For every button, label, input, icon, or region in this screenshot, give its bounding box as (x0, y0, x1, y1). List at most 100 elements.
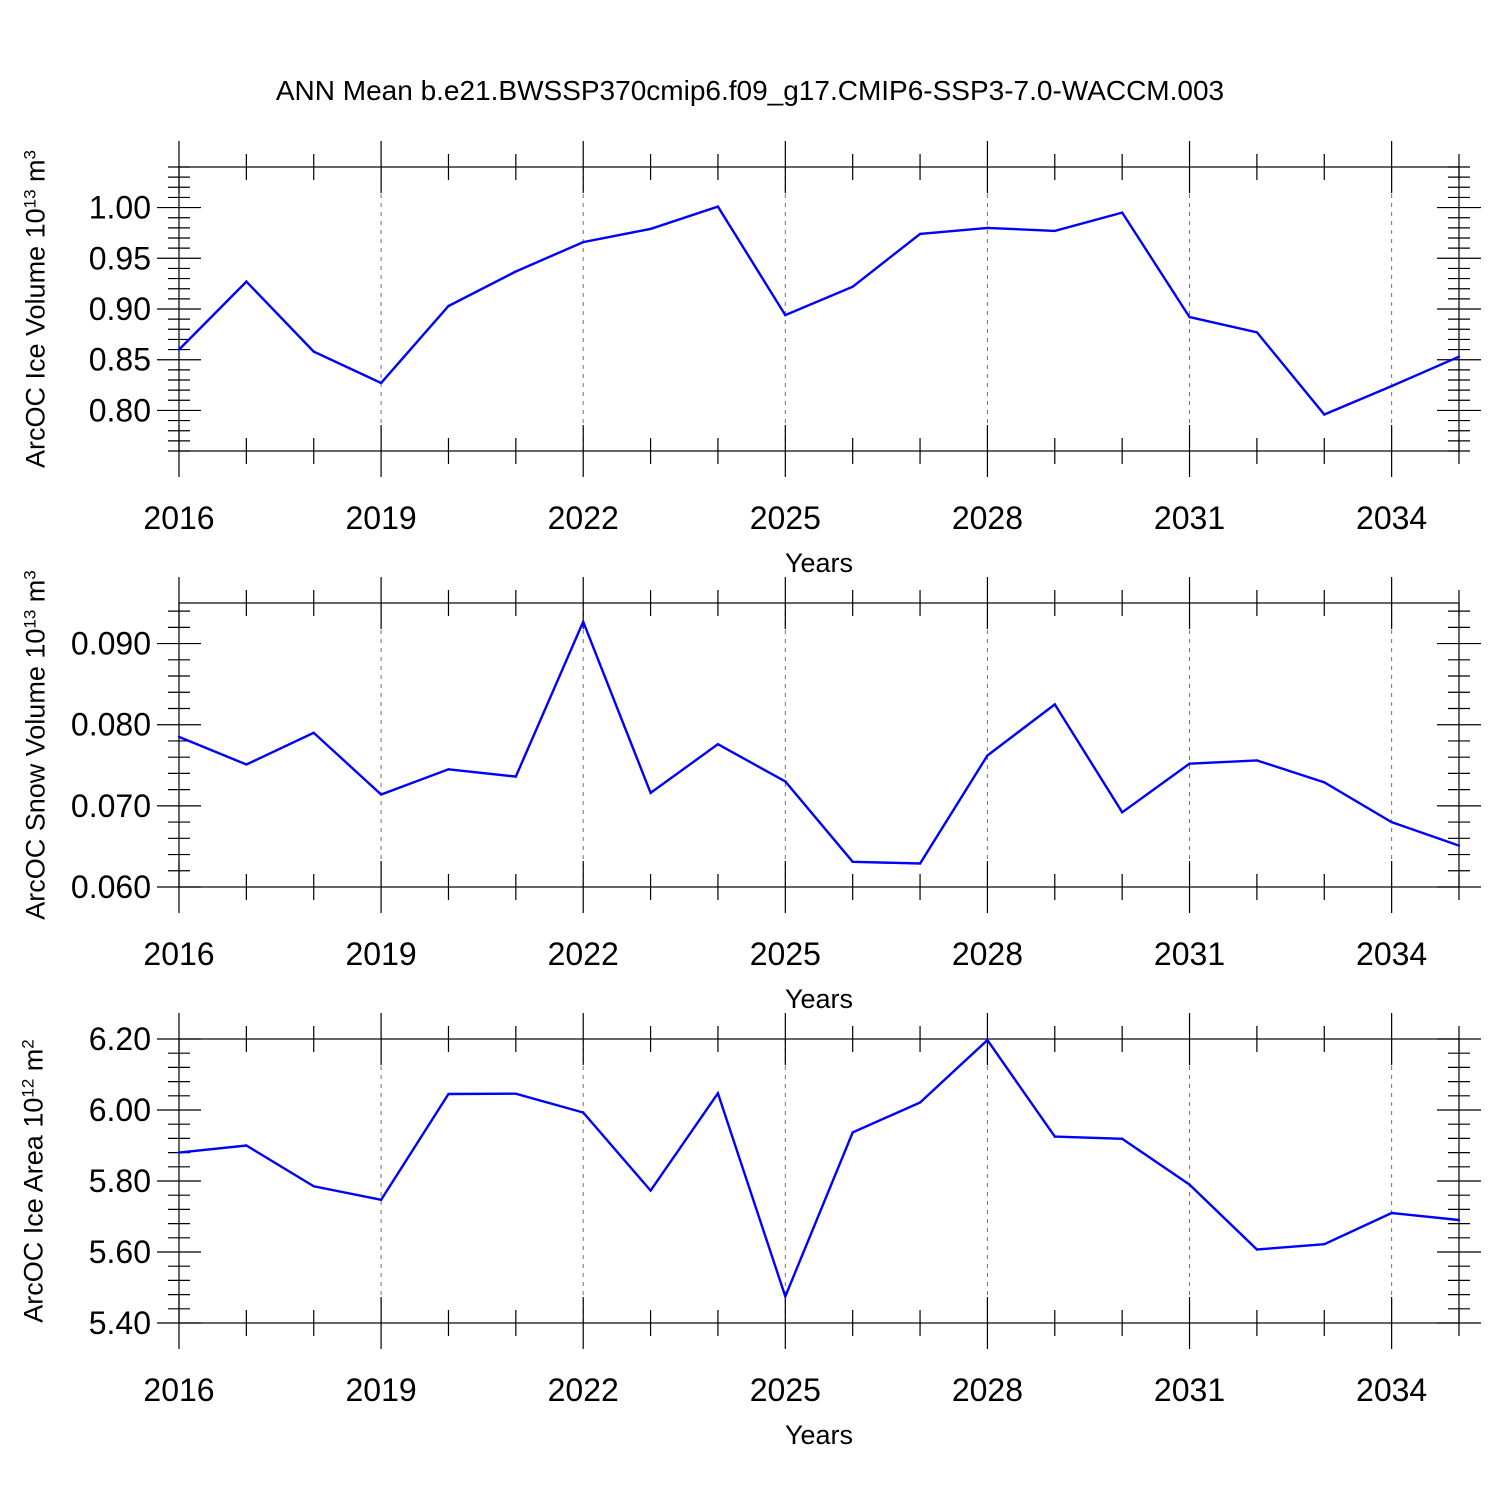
data-point-2025 (784, 313, 787, 317)
data-point-2026 (851, 860, 854, 864)
x-tick-label: 2031 (1154, 1372, 1225, 1408)
data-point-2016 (177, 1151, 181, 1154)
data-point-2030 (1120, 811, 1124, 814)
y-tick-label: 1.00 (89, 190, 151, 226)
y-tick-label: 5.60 (89, 1234, 151, 1270)
data-point-2024 (716, 742, 720, 746)
x-tick-label: 2025 (750, 1372, 821, 1408)
data-point-2022 (582, 1111, 585, 1114)
y-axis-label-ylabel-unit-exp: 3 (20, 570, 39, 579)
x-tick-label: 2034 (1356, 1372, 1427, 1408)
x-tick-label: 2031 (1154, 500, 1225, 536)
data-point-2027 (918, 862, 922, 865)
data-point-2027 (918, 1101, 922, 1104)
data-point-2019 (379, 381, 383, 385)
y-tick-label: 6.20 (89, 1021, 151, 1057)
data-point-2031 (1188, 315, 1191, 319)
data-point-2028 (986, 226, 989, 230)
data-point-2021 (514, 270, 518, 273)
plot-frame (178, 166, 1460, 452)
data-point-2027 (918, 232, 922, 236)
y-axis-label: ArcOC Ice Volume 1013 m3 (20, 150, 51, 468)
data-point-2022 (582, 240, 585, 244)
x-tick-label: 2016 (143, 1372, 214, 1408)
y-tick-label: 5.40 (89, 1305, 151, 1341)
data-point-2034 (1390, 1211, 1393, 1215)
x-tick-label: 2028 (952, 1372, 1023, 1408)
y-tick-label: 0.090 (71, 626, 151, 662)
data-point-2018 (312, 350, 315, 353)
data-point-2028 (986, 754, 989, 757)
x-tick-label: 2019 (346, 500, 417, 536)
y-axis-label-ylabel: ArcOC Ice Area 10 (18, 1098, 48, 1323)
x-tick-label: 2022 (548, 1372, 619, 1408)
y-axis-label-ylabel-unit-exp: 2 (18, 1039, 37, 1048)
data-point-2016 (177, 348, 181, 351)
data-point-2030 (1120, 211, 1124, 214)
data-point-2032 (1255, 331, 1259, 334)
data-point-2026 (851, 285, 854, 288)
data-point-2025 (784, 780, 787, 783)
data-point-2017 (245, 763, 248, 766)
data-point-2018 (312, 731, 315, 735)
data-point-2030 (1120, 1137, 1124, 1140)
y-axis-label-ylabel-exp: 12 (18, 1079, 37, 1098)
x-tick-label: 2028 (952, 500, 1023, 536)
panels: 0.80 0.85 0.90 0.95 1.00 2016 2019 2022 2025 2028… (18, 141, 1481, 1450)
y-axis-label-ylabel-unit: m (20, 580, 50, 610)
data-point-2035 (1457, 1218, 1461, 1222)
data-point-2020 (447, 304, 450, 308)
data-point-2019 (379, 1198, 383, 1202)
y-axis-label-ylabel-exp: 13 (20, 189, 39, 208)
y-tick-label: 0.80 (89, 392, 151, 428)
y-tick-label: 0.080 (71, 707, 151, 743)
data-point-2029 (1053, 229, 1056, 233)
y-axis-label-ylabel-exp: 13 (20, 610, 39, 629)
data-point-2034 (1390, 820, 1393, 824)
x-tick-label: 2019 (346, 1372, 417, 1408)
data-point-2016 (177, 735, 181, 739)
x-tick-label: 2025 (750, 936, 821, 972)
data-point-2025 (784, 1295, 787, 1298)
y-axis-label: ArcOC Snow Volume 1013 m3 (20, 570, 51, 920)
x-tick-label: 2022 (548, 500, 619, 536)
x-tick-label: 2019 (346, 936, 417, 972)
data-point-2029 (1053, 1135, 1056, 1138)
data-point-2021 (514, 775, 518, 778)
y-axis-label-ylabel-unit: m (20, 159, 50, 189)
data-point-2017 (245, 1144, 248, 1147)
panel-ice-area: 5.40 5.60 5.80 6.00 6.20 2016 2019 2022 2025 2028… (18, 1013, 1481, 1450)
data-point-2033 (1323, 781, 1326, 784)
data-point-2033 (1323, 413, 1326, 416)
data-point-2031 (1188, 762, 1191, 765)
series-line (178, 205, 1460, 416)
data-point-2035 (1457, 844, 1461, 847)
panel-ice-volume: 0.80 0.85 0.90 0.95 1.00 2016 2019 2022 2025 2028… (20, 141, 1481, 578)
data-point-2021 (514, 1092, 518, 1095)
y-tick-label: 0.85 (89, 342, 151, 378)
data-point-2033 (1323, 1242, 1326, 1246)
data-point-2024 (716, 1092, 720, 1095)
y-axis-label: ArcOC Ice Area 1012 m2 (18, 1039, 49, 1323)
x-axis-label: Years (785, 1420, 853, 1450)
data-point-2023 (649, 1189, 652, 1192)
data-point-2024 (716, 205, 720, 208)
y-axis-label-ylabel: ArcOC Snow Volume 10 (20, 629, 50, 920)
y-tick-label: 0.95 (89, 240, 151, 276)
plot-frame (178, 1038, 1460, 1324)
x-axis-label: Years (785, 548, 853, 578)
x-tick-label: 2016 (143, 500, 214, 536)
data-point-2032 (1255, 1248, 1259, 1251)
data-point-2018 (312, 1185, 315, 1188)
x-axis-label: Years (785, 984, 853, 1014)
y-axis-label-ylabel-unit-exp: 3 (20, 150, 39, 159)
data-point-2028 (986, 1038, 989, 1042)
data-point-2017 (245, 280, 248, 283)
figure-title: ANN Mean b.e21.BWSSP370cmip6.f09_g17.CMI… (276, 75, 1224, 106)
data-point-2019 (379, 793, 383, 796)
y-tick-label: 0.060 (71, 869, 151, 905)
data-point-2029 (1053, 703, 1056, 706)
data-point-2034 (1390, 384, 1393, 388)
data-point-2026 (851, 1131, 854, 1134)
data-point-2023 (649, 227, 652, 231)
